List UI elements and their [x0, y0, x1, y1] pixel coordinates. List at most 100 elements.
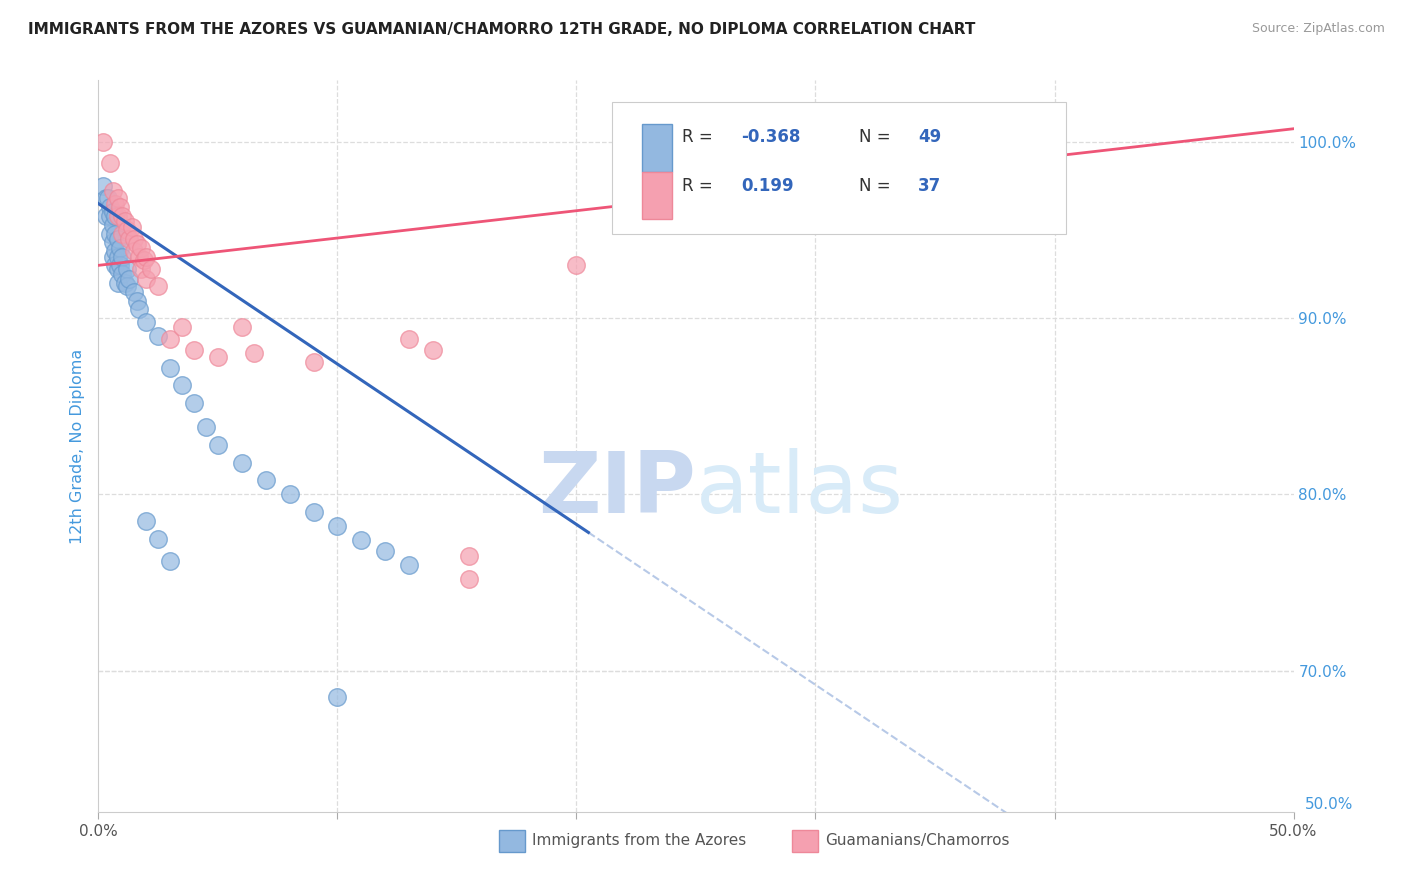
Point	[107, 191, 129, 205]
Point	[108, 258, 131, 272]
Point	[111, 267, 134, 281]
Bar	[499, 830, 524, 852]
Point	[101, 218, 124, 232]
Point	[132, 253, 155, 268]
Point	[98, 227, 122, 241]
Point	[350, 533, 373, 548]
Text: 50.0%: 50.0%	[1305, 797, 1353, 812]
Point	[97, 191, 120, 205]
Text: Guamanians/Chamorros: Guamanians/Chamorros	[825, 833, 1010, 848]
Point	[1043, 135, 1066, 149]
Point	[159, 332, 181, 346]
Point	[111, 227, 134, 241]
Text: Source: ZipAtlas.com: Source: ZipAtlas.com	[1251, 22, 1385, 36]
Bar	[643, 171, 672, 219]
Point	[98, 209, 122, 223]
Point	[565, 258, 588, 272]
Point	[94, 191, 117, 205]
Point	[101, 250, 124, 264]
Text: N =: N =	[859, 177, 890, 194]
Point	[108, 200, 131, 214]
Point	[148, 329, 170, 343]
Point	[135, 250, 157, 264]
Text: 0.199: 0.199	[741, 177, 794, 194]
Point	[398, 558, 420, 572]
Point	[135, 315, 157, 329]
Point	[125, 293, 148, 308]
Point	[125, 237, 148, 252]
Point	[115, 223, 138, 237]
Text: 37: 37	[918, 177, 942, 194]
Point	[104, 227, 127, 241]
Text: Immigrants from the Azores: Immigrants from the Azores	[533, 833, 747, 848]
FancyBboxPatch shape	[613, 103, 1067, 234]
Point	[118, 272, 141, 286]
Bar	[643, 124, 672, 171]
Point	[101, 184, 124, 198]
Point	[108, 241, 131, 255]
Bar	[792, 830, 818, 852]
Point	[111, 250, 134, 264]
Point	[231, 320, 253, 334]
Text: ZIP: ZIP	[538, 449, 696, 532]
Point	[135, 272, 157, 286]
Text: R =: R =	[682, 128, 713, 145]
Point	[326, 690, 349, 705]
Point	[91, 135, 114, 149]
Text: 49: 49	[918, 128, 942, 145]
Text: N =: N =	[859, 128, 890, 145]
Text: R =: R =	[682, 177, 713, 194]
Point	[148, 532, 170, 546]
Point	[422, 343, 444, 357]
Point	[374, 544, 396, 558]
Point	[172, 378, 194, 392]
Text: atlas: atlas	[696, 449, 904, 532]
Point	[131, 261, 153, 276]
Point	[101, 205, 124, 219]
Point	[183, 396, 205, 410]
Point	[207, 438, 229, 452]
Point	[135, 514, 157, 528]
Point	[139, 261, 162, 276]
Point	[148, 279, 170, 293]
Point	[231, 456, 253, 470]
Point	[107, 276, 129, 290]
Y-axis label: 12th Grade, No Diploma: 12th Grade, No Diploma	[69, 349, 84, 543]
Point	[115, 261, 138, 276]
Point	[398, 332, 420, 346]
Point	[131, 241, 153, 255]
Point	[207, 350, 229, 364]
Point	[254, 474, 277, 488]
Point	[94, 209, 117, 223]
Point	[98, 200, 122, 214]
Point	[104, 244, 127, 259]
Point	[104, 196, 127, 211]
Point	[195, 420, 218, 434]
Point	[172, 320, 194, 334]
Point	[243, 346, 266, 360]
Point	[124, 285, 146, 299]
Point	[107, 209, 129, 223]
Point	[183, 343, 205, 357]
Point	[98, 156, 122, 170]
Point	[159, 360, 181, 375]
Point	[107, 261, 129, 276]
Point	[159, 554, 181, 568]
Point	[107, 232, 129, 246]
Point	[114, 214, 136, 228]
Point	[302, 505, 325, 519]
Point	[124, 232, 146, 246]
Point	[458, 572, 481, 586]
Text: -0.368: -0.368	[741, 128, 801, 145]
Point	[91, 179, 114, 194]
Text: IMMIGRANTS FROM THE AZORES VS GUAMANIAN/CHAMORRO 12TH GRADE, NO DIPLOMA CORRELAT: IMMIGRANTS FROM THE AZORES VS GUAMANIAN/…	[28, 22, 976, 37]
Point	[302, 355, 325, 369]
Point	[121, 219, 143, 234]
Point	[458, 549, 481, 563]
Point	[104, 209, 127, 223]
Point	[115, 279, 138, 293]
Point	[278, 487, 301, 501]
Point	[104, 258, 127, 272]
Point	[101, 235, 124, 250]
Point	[128, 250, 150, 264]
